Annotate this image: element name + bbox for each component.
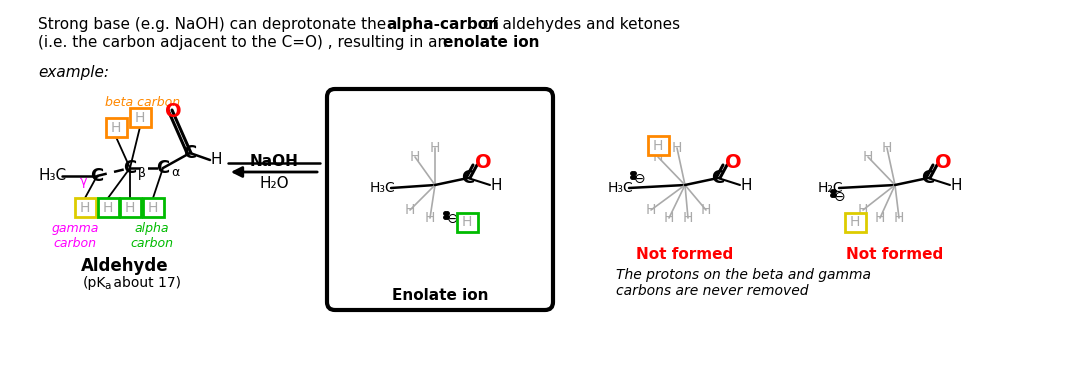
Text: Not formed: Not formed xyxy=(637,247,734,262)
Text: C: C xyxy=(90,167,104,185)
Text: H: H xyxy=(148,200,158,215)
Text: H: H xyxy=(858,203,868,217)
Text: beta carbon: beta carbon xyxy=(106,96,181,109)
Bar xyxy=(97,198,119,217)
Text: γ: γ xyxy=(79,174,87,188)
Text: H: H xyxy=(740,178,751,193)
Text: H: H xyxy=(653,139,663,152)
Text: example:: example: xyxy=(39,65,109,80)
Text: ⊖: ⊖ xyxy=(447,212,459,226)
Text: H: H xyxy=(80,200,90,215)
Text: a: a xyxy=(104,281,110,291)
Text: H: H xyxy=(410,150,421,164)
Text: Strong base (e.g. NaOH) can deprotonate the: Strong base (e.g. NaOH) can deprotonate … xyxy=(39,17,392,32)
Bar xyxy=(142,198,164,217)
Text: C: C xyxy=(183,144,197,162)
Text: H: H xyxy=(875,211,885,225)
Text: ⊖: ⊖ xyxy=(835,190,845,204)
Text: H: H xyxy=(646,203,656,217)
Text: H₂C: H₂C xyxy=(817,181,843,195)
Bar xyxy=(106,118,126,137)
Text: O: O xyxy=(935,153,951,172)
Text: H: H xyxy=(850,215,860,230)
Text: H: H xyxy=(103,200,113,215)
Text: gamma
carbon: gamma carbon xyxy=(51,222,98,250)
Text: NaOH: NaOH xyxy=(249,154,299,169)
Text: H: H xyxy=(893,211,904,225)
Text: Aldehyde: Aldehyde xyxy=(81,257,169,275)
Text: α: α xyxy=(171,166,180,179)
Text: H: H xyxy=(862,150,873,164)
Text: H: H xyxy=(462,215,472,230)
Text: H: H xyxy=(125,200,135,215)
Text: C: C xyxy=(712,169,724,187)
Text: (i.e. the carbon adjacent to the C=O) , resulting in an: (i.e. the carbon adjacent to the C=O) , … xyxy=(39,35,452,50)
Text: H: H xyxy=(430,141,440,155)
Text: H: H xyxy=(701,203,712,217)
Text: H: H xyxy=(135,110,146,125)
Text: H: H xyxy=(210,152,221,168)
Text: H: H xyxy=(653,150,663,164)
Text: ⊖: ⊖ xyxy=(635,172,646,186)
Text: H: H xyxy=(663,211,674,225)
Text: H₃C: H₃C xyxy=(39,169,66,183)
Text: of aldehydes and ketones: of aldehydes and ketones xyxy=(478,17,681,32)
Text: H: H xyxy=(404,203,415,217)
FancyBboxPatch shape xyxy=(327,89,553,310)
Bar xyxy=(120,198,140,217)
Text: C: C xyxy=(156,159,170,177)
Text: H: H xyxy=(490,178,502,193)
Text: H₂O: H₂O xyxy=(259,176,289,191)
Text: Enolate ion: Enolate ion xyxy=(392,288,488,303)
Text: H₃C: H₃C xyxy=(370,181,396,195)
Text: H: H xyxy=(672,141,683,155)
Bar xyxy=(129,108,151,127)
Text: Not formed: Not formed xyxy=(846,247,944,262)
Text: H: H xyxy=(882,141,892,155)
Text: H: H xyxy=(425,211,435,225)
Text: C: C xyxy=(921,169,934,187)
Bar xyxy=(75,198,95,217)
Text: enolate ion: enolate ion xyxy=(443,35,539,50)
Text: H₃C: H₃C xyxy=(608,181,633,195)
Text: O: O xyxy=(725,153,742,172)
Text: O: O xyxy=(165,102,182,121)
Text: about 17): about 17) xyxy=(109,276,181,290)
Text: C: C xyxy=(461,169,475,187)
Bar xyxy=(457,213,477,232)
Bar xyxy=(844,213,866,232)
Text: O: O xyxy=(475,153,491,172)
Text: alpha-carbon: alpha-carbon xyxy=(386,17,499,32)
Bar xyxy=(647,136,669,155)
Text: C: C xyxy=(123,159,137,177)
Text: H: H xyxy=(950,178,962,193)
Text: (pK: (pK xyxy=(83,276,106,290)
Text: The protons on the beta and gamma
carbons are never removed: The protons on the beta and gamma carbon… xyxy=(616,268,871,298)
Text: H: H xyxy=(111,120,121,134)
Text: β: β xyxy=(138,166,146,179)
Text: alpha
carbon: alpha carbon xyxy=(131,222,173,250)
Text: H: H xyxy=(683,211,693,225)
